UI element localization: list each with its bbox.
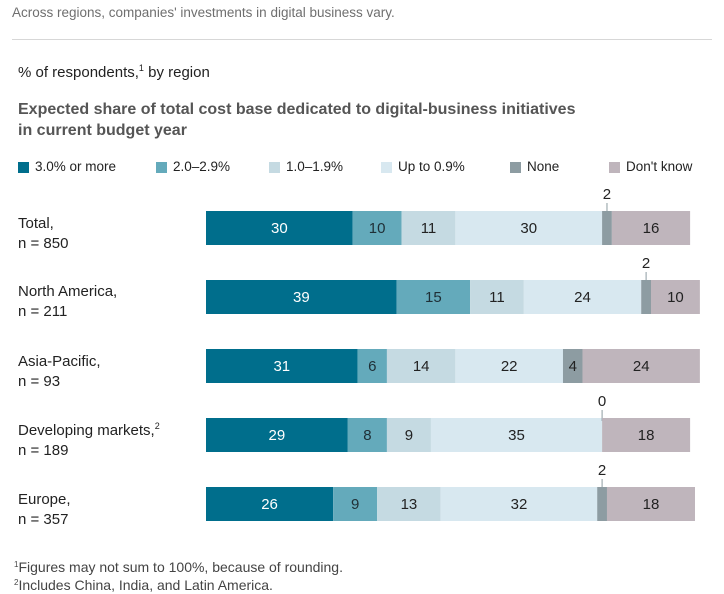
chart-caption: Across regions, companies' investments i… (12, 5, 395, 20)
row-label-north-america: North America, n = 211 (18, 283, 118, 320)
divider (12, 39, 712, 40)
bar-segment-none (641, 280, 651, 314)
legend-label: Up to 0.9% (398, 159, 465, 174)
data-label-3pct-plus: 30 (271, 220, 288, 237)
bar-segment-3pct-plus (206, 280, 397, 314)
data-label-2-2.9pct: 6 (368, 358, 376, 375)
data-label-none: 0 (598, 393, 606, 410)
legend-label: 2.0–2.9% (173, 159, 231, 174)
bar-segment-1-1.9pct (386, 418, 431, 452)
data-label-dont-know: 18 (643, 496, 660, 513)
legend-swatch (609, 162, 620, 173)
row-label-asia-pacific: Asia-Pacific, n = 93 (18, 353, 101, 390)
row-label-total: Total, n = 850 (18, 215, 69, 252)
bar-segment-up-to-0.9pct (455, 349, 563, 383)
bar-segment-up-to-0.9pct (455, 211, 603, 245)
bar-segment-up-to-0.9pct (440, 487, 598, 521)
bar-segment-3pct-plus (206, 349, 358, 383)
bar-segment-up-to-0.9pct (523, 280, 642, 314)
data-label-none: 2 (598, 462, 606, 479)
data-label-dont-know: 10 (667, 289, 684, 306)
data-label-3pct-plus: 31 (273, 358, 290, 375)
footnote-2: 2Includes China, India, and Latin Americ… (14, 577, 273, 593)
legend-swatch (156, 162, 167, 173)
data-label-up-to-0.9pct: 35 (508, 427, 525, 444)
bar-segment-1-1.9pct (377, 487, 441, 521)
data-label-3pct-plus: 26 (261, 496, 278, 513)
data-label-none: 2 (603, 186, 611, 203)
legend-swatch (510, 162, 521, 173)
legend-swatch (18, 162, 29, 173)
bar-segment-2-2.9pct (352, 211, 402, 245)
data-label-dont-know: 24 (633, 358, 650, 375)
bar-segment-2-2.9pct (396, 280, 471, 314)
data-label-up-to-0.9pct: 22 (501, 358, 518, 375)
bar-segment-2-2.9pct (347, 418, 387, 452)
bar-segment-dont-know (602, 418, 691, 452)
bar-segment-up-to-0.9pct (430, 418, 603, 452)
bar-segment-2-2.9pct (357, 349, 387, 383)
data-label-2-2.9pct: 8 (363, 427, 371, 444)
bar-segment-3pct-plus (206, 418, 348, 452)
bar-segment-2-2.9pct (333, 487, 378, 521)
bar-segment-none (602, 211, 612, 245)
bar-segment-3pct-plus (206, 487, 334, 521)
bar-segment-none (562, 349, 583, 383)
bar-segment-dont-know (582, 349, 700, 383)
bar-segment-none (597, 487, 607, 521)
bar-segment-dont-know (611, 211, 691, 245)
data-label-2-2.9pct: 9 (351, 496, 359, 513)
data-label-1-1.9pct: 9 (405, 427, 413, 444)
legend-label: 3.0% or more (35, 159, 117, 174)
bar-segment-1-1.9pct (386, 349, 456, 383)
footnote-1: 1Figures may not sum to 100%, because of… (14, 559, 343, 575)
data-label-1-1.9pct: 11 (489, 289, 505, 306)
data-label-none: 4 (569, 358, 577, 375)
data-label-2-2.9pct: 10 (369, 220, 386, 237)
data-label-up-to-0.9pct: 30 (520, 220, 537, 237)
data-label-1-1.9pct: 11 (421, 220, 437, 237)
bar-segment-1-1.9pct (401, 211, 456, 245)
legend-swatch (269, 162, 280, 173)
legend-label: 1.0–1.9% (286, 159, 344, 174)
data-label-3pct-plus: 39 (293, 289, 310, 306)
bar-segment-dont-know (606, 487, 695, 521)
data-label-up-to-0.9pct: 24 (574, 289, 591, 306)
bar-segment-dont-know (650, 280, 700, 314)
chart-subtitle: % of respondents,1 by region (18, 63, 210, 81)
chart-title-line-1: Expected share of total cost base dedica… (18, 101, 576, 118)
bar-segment-3pct-plus (206, 211, 353, 245)
legend-swatch (381, 162, 392, 173)
data-label-1-1.9pct: 13 (401, 496, 418, 513)
data-label-none: 2 (642, 255, 650, 272)
chart-title-line-2: in current budget year (18, 122, 187, 139)
data-label-3pct-plus: 29 (269, 427, 286, 444)
data-label-dont-know: 16 (643, 220, 660, 237)
data-label-2-2.9pct: 15 (425, 289, 442, 306)
data-label-up-to-0.9pct: 32 (511, 496, 528, 513)
row-label-europe: Europe, n = 357 (18, 491, 71, 528)
row-label-developing-markets: Developing markets,2 n = 189 (18, 421, 160, 459)
legend-label: None (527, 159, 560, 174)
data-label-dont-know: 18 (638, 427, 655, 444)
bar-segment-1-1.9pct (470, 280, 524, 314)
data-label-1-1.9pct: 14 (413, 358, 430, 375)
legend-label: Don't know (626, 159, 693, 174)
chart-title: Expected share of total cost base dedica… (18, 99, 658, 141)
